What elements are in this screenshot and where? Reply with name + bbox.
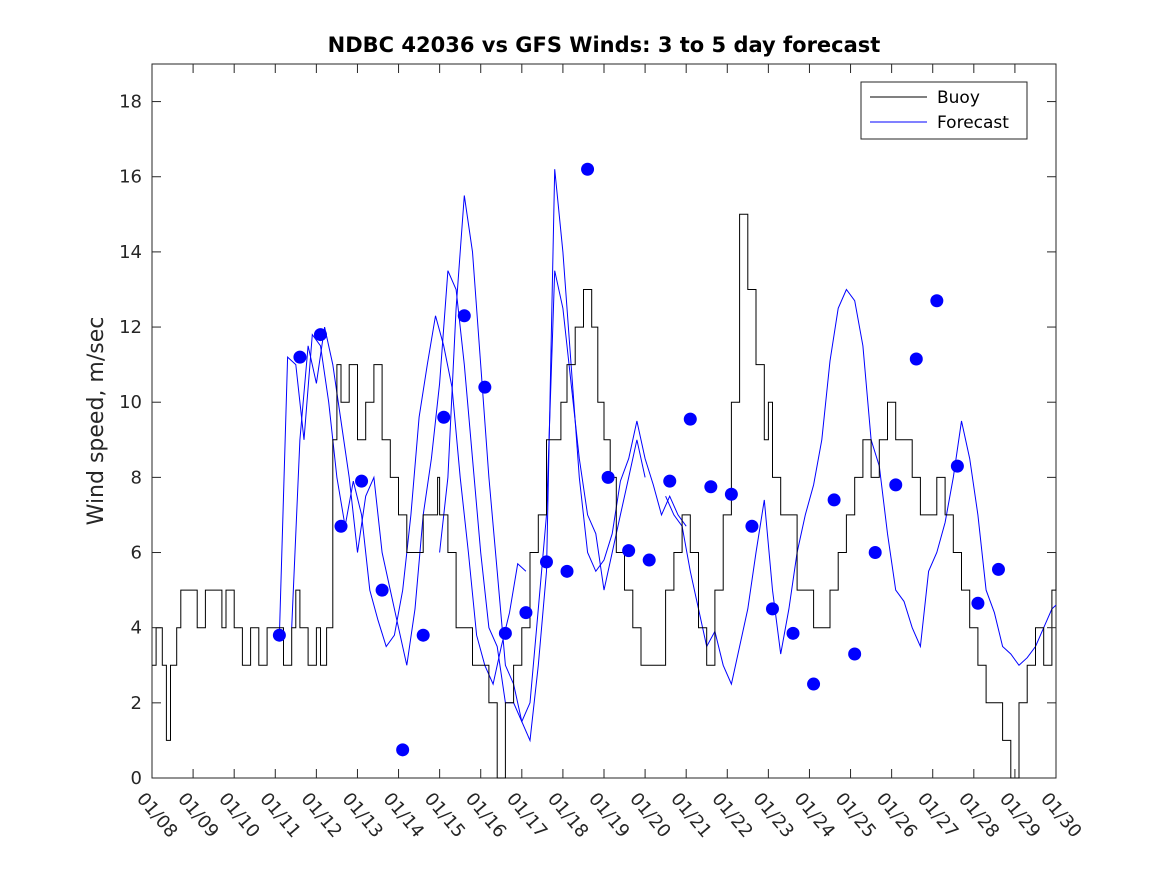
forecast-markers bbox=[272, 162, 1005, 757]
x-tick-label: 01/10 bbox=[214, 789, 263, 842]
x-tick-label: 01/26 bbox=[872, 789, 921, 842]
x-tick-label: 01/08 bbox=[132, 789, 181, 842]
forecast-marker bbox=[375, 583, 389, 597]
forecast-marker bbox=[950, 459, 964, 473]
chart-title: NDBC 42036 vs GFS Winds: 3 to 5 day fore… bbox=[328, 33, 881, 57]
x-tick-label: 01/24 bbox=[790, 789, 839, 842]
buoy-line bbox=[152, 213, 1057, 779]
y-tick-label: 12 bbox=[119, 317, 142, 338]
forecast-marker bbox=[642, 553, 656, 567]
forecast-marker bbox=[827, 493, 841, 507]
forecast-marker bbox=[704, 480, 718, 494]
x-tick-label: 01/18 bbox=[543, 789, 592, 842]
x-tick-label: 01/19 bbox=[584, 789, 633, 842]
legend-box bbox=[860, 81, 1028, 140]
forecast-marker bbox=[416, 628, 430, 642]
forecast-marker bbox=[765, 602, 779, 616]
forecast-marker bbox=[498, 626, 512, 640]
y-tick-label: 16 bbox=[119, 167, 142, 188]
forecast-marker bbox=[396, 743, 410, 757]
x-tick-label: 01/29 bbox=[995, 789, 1044, 842]
x-tick-label: 01/15 bbox=[420, 789, 469, 842]
x-tick-label: 01/27 bbox=[913, 789, 962, 842]
forecast-marker bbox=[539, 555, 553, 569]
forecast-marker bbox=[786, 626, 800, 640]
legend-buoy-label: Buoy bbox=[937, 88, 980, 108]
y-tick-label: 10 bbox=[119, 392, 142, 413]
forecast-marker bbox=[437, 410, 451, 424]
forecast-marker bbox=[930, 294, 944, 308]
y-tick-label: 2 bbox=[131, 693, 142, 714]
forecast-marker bbox=[909, 352, 923, 366]
x-tick-label: 01/17 bbox=[502, 789, 551, 842]
forecast-marker bbox=[355, 474, 369, 488]
forecast-marker bbox=[745, 519, 759, 533]
buoy-series-line bbox=[152, 213, 1057, 779]
forecast-marker bbox=[807, 677, 821, 691]
forecast-marker bbox=[519, 606, 533, 620]
forecast-marker bbox=[663, 474, 677, 488]
forecast-marker bbox=[889, 478, 903, 492]
x-tick-label: 01/23 bbox=[749, 789, 798, 842]
forecast-marker bbox=[581, 162, 595, 176]
forecast-series-line bbox=[439, 169, 687, 743]
forecast-marker bbox=[724, 487, 738, 501]
y-axis: 0 2 4 6 8 10 12 14 16 18 bbox=[119, 92, 1056, 789]
x-tick-label: 01/14 bbox=[379, 789, 428, 842]
y-tick-label: 8 bbox=[131, 467, 142, 488]
forecast-series-line bbox=[291, 270, 646, 723]
x-tick-label: 01/20 bbox=[625, 789, 674, 842]
x-tick-label: 01/11 bbox=[255, 789, 304, 842]
forecast-marker bbox=[601, 470, 615, 484]
y-tick-label: 14 bbox=[119, 242, 142, 263]
x-tick-label: 01/22 bbox=[707, 789, 756, 842]
forecast-marker bbox=[334, 519, 348, 533]
x-tick-label: 01/21 bbox=[666, 789, 715, 842]
forecast-series-line bbox=[665, 288, 1057, 686]
legend: Buoy Forecast bbox=[860, 81, 1028, 140]
x-tick-label: 01/30 bbox=[1036, 789, 1085, 842]
forecast-marker bbox=[272, 628, 286, 642]
forecast-marker bbox=[478, 380, 492, 394]
x-tick-label: 01/09 bbox=[173, 789, 222, 842]
forecast-marker bbox=[991, 562, 1005, 576]
forecast-marker bbox=[293, 350, 307, 364]
y-tick-label: 4 bbox=[131, 618, 142, 639]
forecast-marker bbox=[560, 564, 574, 578]
x-tick-label: 01/16 bbox=[461, 789, 510, 842]
y-tick-label: 18 bbox=[119, 92, 142, 113]
forecast-marker bbox=[868, 546, 882, 560]
forecast-marker bbox=[457, 309, 471, 323]
legend-forecast-label: Forecast bbox=[937, 113, 1009, 133]
forecast-marker bbox=[848, 647, 862, 661]
forecast-marker bbox=[683, 412, 697, 426]
y-tick-label: 6 bbox=[131, 543, 142, 564]
forecast-marker bbox=[622, 544, 636, 558]
y-axis-label: Wind speed, m/sec bbox=[84, 317, 109, 526]
forecast-marker bbox=[313, 328, 327, 342]
plot-area bbox=[151, 63, 1057, 779]
x-tick-label: 01/25 bbox=[831, 789, 880, 842]
x-tick-label: 01/12 bbox=[297, 789, 346, 842]
y-tick-label: 0 bbox=[131, 768, 142, 789]
x-tick-label: 01/13 bbox=[338, 789, 387, 842]
forecast-marker bbox=[971, 596, 985, 610]
x-tick-label: 01/28 bbox=[954, 789, 1003, 842]
